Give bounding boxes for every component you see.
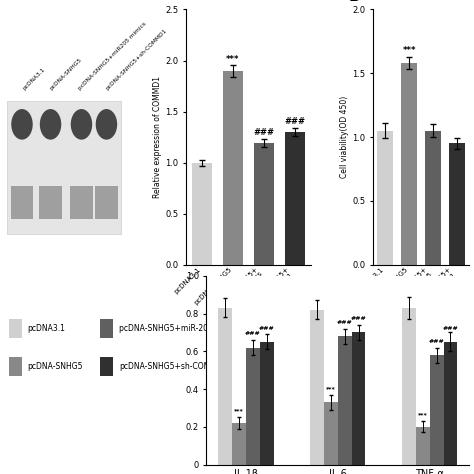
Y-axis label: Relative expression of COMMD1: Relative expression of COMMD1	[154, 76, 163, 198]
FancyBboxPatch shape	[7, 101, 121, 234]
FancyBboxPatch shape	[39, 186, 62, 219]
Bar	[338, 336, 352, 465]
Text: ###: ###	[443, 326, 458, 330]
Ellipse shape	[96, 109, 117, 140]
Bar	[352, 332, 365, 465]
Text: ###: ###	[429, 339, 445, 344]
Bar	[425, 131, 441, 265]
Ellipse shape	[11, 109, 33, 140]
Bar	[324, 402, 338, 465]
FancyBboxPatch shape	[9, 357, 22, 376]
Text: pcDNA-SNHG5+miR205 mimics: pcDNA-SNHG5+miR205 mimics	[78, 21, 148, 91]
Bar	[232, 423, 246, 465]
Text: pcDNA-SNHG5+sh-COMMD1: pcDNA-SNHG5+sh-COMMD1	[105, 28, 168, 91]
Bar	[223, 71, 243, 265]
FancyBboxPatch shape	[100, 357, 113, 376]
Text: pcDNA3.1: pcDNA3.1	[27, 324, 65, 333]
Bar	[254, 143, 274, 265]
Bar	[377, 131, 393, 265]
Text: ***: ***	[234, 409, 244, 414]
Text: ###: ###	[259, 326, 274, 330]
Text: ###: ###	[351, 316, 366, 321]
Bar	[191, 163, 212, 265]
Text: pcDNA-SNHG5+sh-COMMD1: pcDNA-SNHG5+sh-COMMD1	[119, 362, 228, 371]
Bar	[219, 308, 232, 465]
Bar	[402, 308, 416, 465]
Text: ###: ###	[253, 128, 274, 137]
FancyBboxPatch shape	[100, 319, 113, 338]
Bar	[430, 355, 444, 465]
FancyBboxPatch shape	[11, 186, 33, 219]
FancyBboxPatch shape	[95, 186, 118, 219]
Bar	[246, 347, 260, 465]
FancyBboxPatch shape	[9, 319, 22, 338]
FancyBboxPatch shape	[70, 186, 93, 219]
Bar	[260, 342, 273, 465]
Text: ###: ###	[284, 117, 305, 126]
Text: ###: ###	[245, 331, 261, 336]
Ellipse shape	[40, 109, 61, 140]
Bar	[416, 427, 430, 465]
Bar	[449, 144, 465, 265]
Text: B: B	[349, 0, 361, 4]
Text: pcDNA-SNHG5: pcDNA-SNHG5	[27, 362, 83, 371]
Text: ***: ***	[326, 386, 336, 391]
Text: ***: ***	[226, 55, 239, 64]
Text: pcDNA3.1: pcDNA3.1	[22, 67, 46, 91]
Text: pcDNA-SNHG5+miR-205 mimics: pcDNA-SNHG5+miR-205 mimics	[119, 324, 243, 333]
Bar	[285, 132, 305, 265]
Y-axis label: Cell viability(OD 450): Cell viability(OD 450)	[340, 96, 349, 178]
Text: ###: ###	[337, 320, 353, 325]
Bar	[310, 310, 324, 465]
Bar	[401, 63, 417, 265]
Text: ***: ***	[418, 412, 428, 417]
Ellipse shape	[71, 109, 92, 140]
Text: pcDNA-SNHG5: pcDNA-SNHG5	[49, 57, 83, 91]
Text: ***: ***	[402, 46, 416, 55]
Bar	[444, 342, 457, 465]
